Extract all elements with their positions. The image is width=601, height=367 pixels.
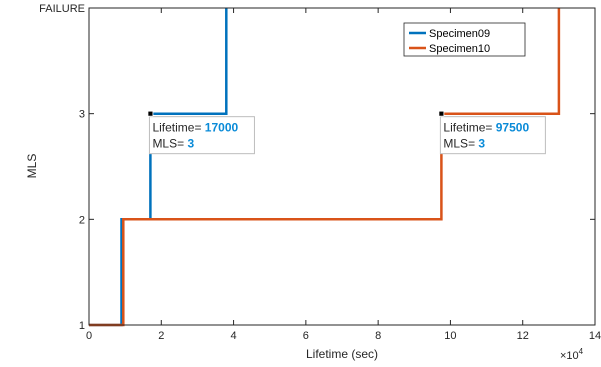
legend-entry-label: Specimen09 bbox=[429, 28, 490, 40]
datatip-marker bbox=[438, 110, 445, 117]
y-tick-label: FAILURE bbox=[39, 3, 85, 15]
x-tick-label: 4 bbox=[231, 330, 237, 342]
datatip-y-value: 3 bbox=[187, 137, 194, 151]
x-tick-label: 6 bbox=[303, 330, 309, 342]
datatip[interactable]: Lifetime= 17000 MLS= 3 bbox=[147, 110, 255, 155]
legend[interactable]: Specimen09 Specimen10 bbox=[403, 22, 526, 57]
x-exponent-label: ×104 bbox=[560, 347, 584, 362]
y-tick-label: 1 bbox=[79, 320, 85, 332]
datatip-x-text: Lifetime= 97500 bbox=[443, 121, 529, 135]
datatip-layer: Lifetime= 17000 MLS= 3 Lifetime= 97500 MLS=… bbox=[147, 110, 546, 155]
datatip-x-value: 97500 bbox=[496, 121, 530, 135]
datatip-box bbox=[439, 116, 546, 155]
x-exponent-base: ×10 bbox=[560, 350, 579, 362]
legend-entry-label: Specimen10 bbox=[429, 43, 490, 55]
datatip-x-label: Lifetime= bbox=[152, 121, 204, 135]
plot-area bbox=[89, 8, 595, 325]
x-axis-label: Lifetime (sec) bbox=[306, 347, 378, 361]
datatip[interactable]: Lifetime= 97500 MLS= 3 bbox=[438, 110, 546, 155]
datatip-marker bbox=[147, 110, 154, 117]
datatip-y-value: 3 bbox=[478, 137, 485, 151]
axes-layer bbox=[88, 7, 596, 326]
axes-box bbox=[88, 7, 596, 326]
y-axis-label: MLS bbox=[25, 154, 39, 179]
x-exponent-power: 4 bbox=[579, 347, 584, 356]
y-tick-label: 2 bbox=[79, 214, 85, 226]
x-tick-label: 12 bbox=[517, 330, 529, 342]
datatip-x-text: Lifetime= 17000 bbox=[152, 121, 238, 135]
y-tick-label: 3 bbox=[79, 109, 85, 121]
datatip-y-text: MLS= 3 bbox=[152, 137, 194, 151]
x-tick-label: 8 bbox=[375, 330, 381, 342]
x-tick-label: 10 bbox=[444, 330, 456, 342]
x-tick-label: 2 bbox=[158, 330, 164, 342]
datatip-y-text: MLS= 3 bbox=[443, 137, 485, 151]
x-tick-label: 0 bbox=[86, 330, 92, 342]
datatip-x-value: 17000 bbox=[205, 121, 239, 135]
datatip-y-label: MLS= bbox=[443, 137, 478, 151]
legend-box bbox=[403, 22, 526, 57]
datatip-x-label: Lifetime= bbox=[443, 121, 495, 135]
x-tick-label: 14 bbox=[589, 330, 601, 342]
datatip-box bbox=[148, 116, 255, 155]
datatip-y-label: MLS= bbox=[152, 137, 187, 151]
